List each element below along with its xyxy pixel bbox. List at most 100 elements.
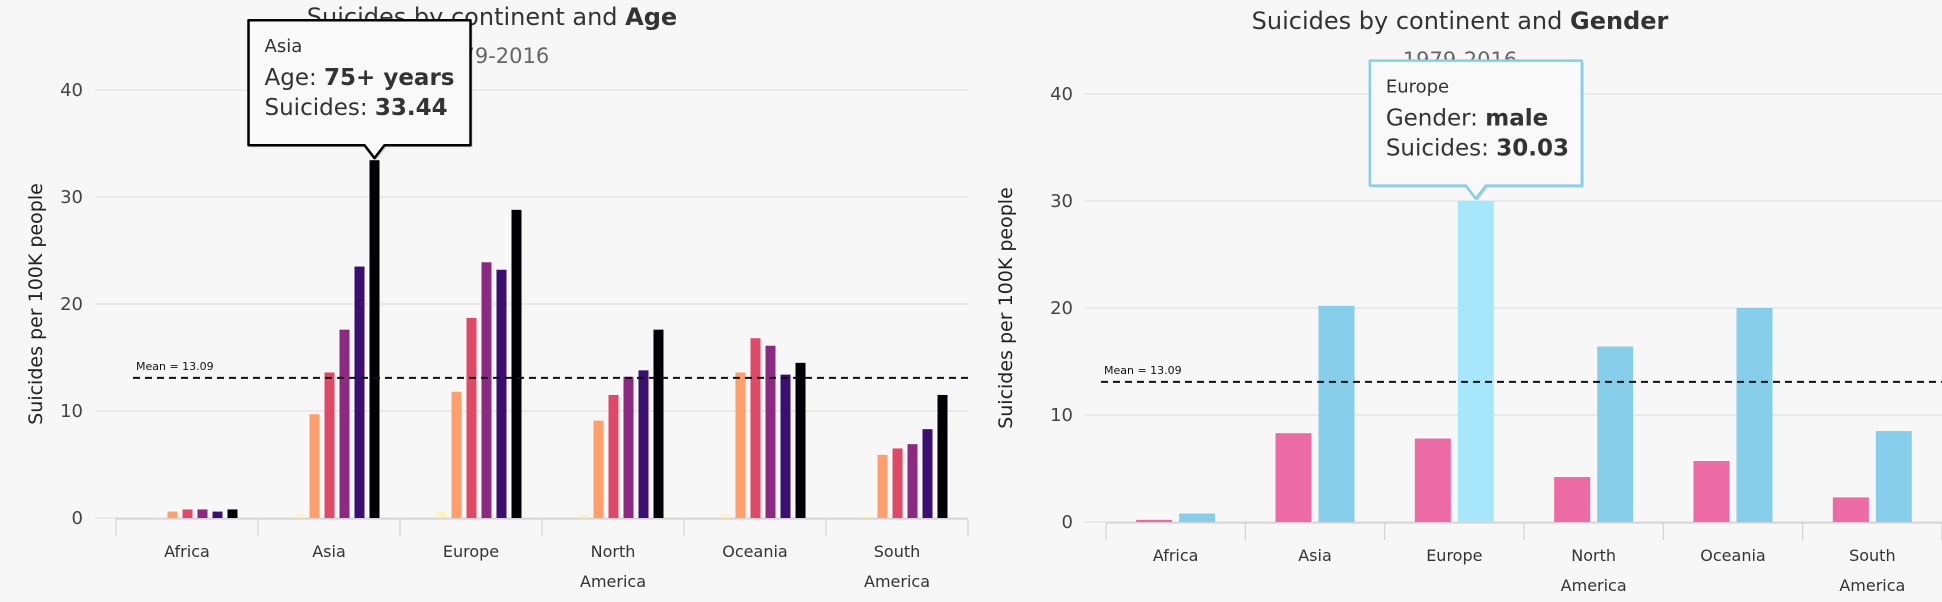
bar — [167, 511, 178, 518]
x-tick-label: Asia — [1298, 546, 1332, 565]
y-tick-label: 20 — [60, 294, 83, 315]
bar — [197, 509, 208, 518]
bar — [638, 370, 649, 518]
bar — [735, 372, 746, 518]
tooltip-line-1-key: Gender: — [1386, 106, 1485, 132]
bar — [309, 414, 320, 518]
tooltip: Asia Age: 75+ years Suicides: 33.44 — [247, 18, 473, 161]
bar — [1875, 431, 1912, 522]
bar — [1554, 477, 1591, 522]
tooltip-line-1: Gender: male — [1386, 106, 1548, 132]
bar — [436, 511, 447, 518]
bar — [765, 345, 776, 518]
y-axis-label: Suicides per 100K people — [995, 187, 1017, 429]
bar — [795, 362, 806, 518]
mean-label: Mean = 13.09 — [1104, 364, 1182, 377]
y-tick-label: 10 — [1050, 405, 1073, 426]
x-tick-label: America — [1561, 576, 1627, 595]
x-tick-label: Oceania — [722, 542, 787, 561]
x-tick-label: South — [1849, 546, 1896, 565]
x-tick-label: Europe — [1426, 546, 1482, 565]
y-tick-label: 20 — [1050, 298, 1073, 319]
tooltip-series-label: Asia — [265, 36, 303, 57]
y-tick-label: 40 — [1050, 84, 1073, 105]
bar — [1457, 200, 1494, 522]
y-tick-label: 30 — [60, 187, 83, 208]
x-tick-label: Asia — [312, 542, 346, 561]
y-tick-label: 40 — [60, 80, 83, 101]
bar — [324, 372, 335, 518]
bar — [339, 329, 350, 518]
tooltip-line-2: Suicides: 30.03 — [1386, 136, 1569, 162]
bar — [481, 262, 492, 518]
bar — [294, 514, 305, 518]
bar — [212, 511, 223, 518]
bar — [1832, 497, 1869, 522]
x-tick-label: Oceania — [1700, 546, 1765, 565]
chart-title-bold: Gender — [1570, 7, 1669, 35]
bar — [227, 509, 238, 518]
tooltip-line-2-key: Suicides: — [1386, 136, 1496, 162]
bar — [354, 266, 365, 518]
tooltip-line-2-key: Suicides: — [265, 95, 375, 121]
x-tick-label: Europe — [443, 542, 499, 561]
y-tick-label: 0 — [72, 508, 83, 529]
bar — [1414, 438, 1451, 522]
tooltip: Europe Gender: male Suicides: 30.03 — [1368, 59, 1584, 201]
x-tick-label: America — [580, 572, 646, 591]
bar — [623, 376, 634, 518]
bar — [937, 394, 948, 518]
x-tick-label: Africa — [164, 542, 210, 561]
bar — [720, 514, 731, 518]
bar — [892, 448, 903, 518]
x-tick-label: North — [591, 542, 636, 561]
bar — [780, 374, 791, 518]
tooltip-line-2: Suicides: 33.44 — [265, 95, 448, 121]
tooltip-line-1: Age: 75+ years — [265, 65, 455, 91]
bar — [877, 454, 888, 518]
bar — [1136, 519, 1173, 522]
y-tick-label: 10 — [60, 401, 83, 422]
bar — [152, 516, 163, 518]
tooltip-box — [1368, 59, 1584, 200]
bar — [496, 269, 507, 518]
bar — [1179, 513, 1216, 522]
bar — [907, 444, 918, 518]
bar — [1597, 346, 1634, 522]
bar — [750, 338, 761, 518]
bar — [608, 394, 619, 518]
bar — [862, 515, 873, 518]
bar — [1736, 308, 1773, 522]
bar — [1318, 305, 1355, 522]
bar — [922, 429, 933, 518]
x-tick-label: North — [1571, 546, 1616, 565]
bar — [578, 514, 589, 518]
bar — [653, 329, 664, 518]
x-tick-label: Africa — [1153, 546, 1199, 565]
tooltip-line-2-value: 30.03 — [1496, 136, 1569, 162]
x-tick-label: America — [864, 572, 930, 591]
chart-title-bold: Age — [625, 3, 677, 31]
tooltip-box — [247, 18, 472, 160]
tooltip-line-1-value: 75+ years — [324, 65, 454, 91]
chart-title: Suicides by continent and Gender — [1252, 7, 1669, 35]
tooltip-line-2-value: 33.44 — [375, 95, 448, 121]
y-axis-label: Suicides per 100K people — [25, 183, 47, 425]
gender-chart: Suicides by continent and Gender1979-201… — [995, 7, 1942, 595]
tooltip-line-1-key: Age: — [265, 65, 325, 91]
x-tick-label: South — [874, 542, 921, 561]
y-tick-label: 0 — [1062, 512, 1073, 533]
bar — [1693, 461, 1730, 522]
tooltip-series-label: Europe — [1386, 77, 1449, 98]
tooltip-line-1-value: male — [1485, 106, 1548, 132]
chart-title-prefix: Suicides by continent and — [1252, 7, 1570, 35]
bar — [1275, 433, 1312, 522]
bar — [369, 160, 380, 518]
bar — [182, 509, 193, 518]
y-tick-label: 30 — [1050, 191, 1073, 212]
bar — [511, 209, 522, 518]
age-chart: Suicides by continent and Age1979-201601… — [25, 3, 969, 591]
bar — [466, 317, 477, 518]
x-tick-label: America — [1839, 576, 1905, 595]
